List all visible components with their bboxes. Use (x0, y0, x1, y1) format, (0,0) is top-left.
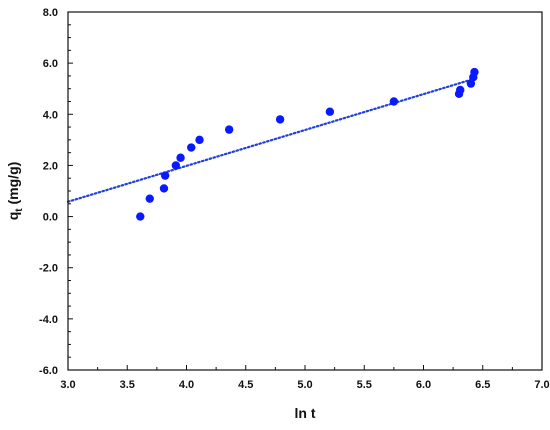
x-tick-label: 4.5 (238, 379, 253, 391)
data-point (456, 85, 465, 95)
data-point (171, 161, 181, 170)
data-point (466, 79, 476, 88)
trendline (66, 76, 478, 203)
x-tick-label: 3.0 (60, 379, 75, 391)
data-point (176, 153, 185, 162)
plot-area-frame (67, 11, 543, 371)
data-point (325, 107, 335, 116)
y-tick-label: 2.0 (43, 160, 58, 172)
data-point (145, 194, 154, 203)
data-point (159, 184, 169, 193)
tick-labels-group: 3.0 3.5 4.0 4.5 5.0 5.5 6.0 6.5 7.0 -6.0 -4.0 -2.0 0… (39, 7, 550, 391)
x-axis-label: ln t (295, 405, 316, 421)
y-tick-label: 8.0 (43, 7, 58, 19)
data-point (187, 143, 196, 152)
y-axis-label-subscript: t (14, 208, 25, 212)
x-tick-label: 6.5 (475, 379, 490, 391)
y-tick-label: 6.0 (43, 58, 58, 70)
x-tick-label: 4.0 (179, 379, 194, 391)
y-tick-label: -4.0 (39, 314, 58, 326)
y-tick-label: -2.0 (39, 263, 58, 275)
y-tick-label: 0.0 (43, 212, 58, 224)
x-tick-label: 5.0 (297, 379, 312, 391)
data-point (160, 171, 170, 180)
y-tick-label: 4.0 (43, 109, 58, 121)
data-point (470, 67, 479, 77)
x-tick-label: 3.5 (120, 379, 135, 391)
data-point (275, 115, 285, 124)
data-point (136, 212, 145, 221)
x-tick-label: 6.0 (416, 379, 431, 391)
data-point (224, 125, 234, 134)
data-point (195, 135, 204, 145)
x-tick-label: 5.5 (357, 379, 372, 391)
x-tick-label: 7.0 (534, 379, 549, 391)
y-axis-label-rest: (mg/g) (5, 162, 21, 209)
y-tick-label: -6.0 (39, 365, 58, 377)
data-point (389, 97, 399, 106)
y-axis-label: qt (mg/g) (5, 162, 25, 221)
ticks-group (67, 11, 543, 371)
y-axis-label-base: q (5, 212, 21, 221)
data-points (136, 67, 479, 221)
